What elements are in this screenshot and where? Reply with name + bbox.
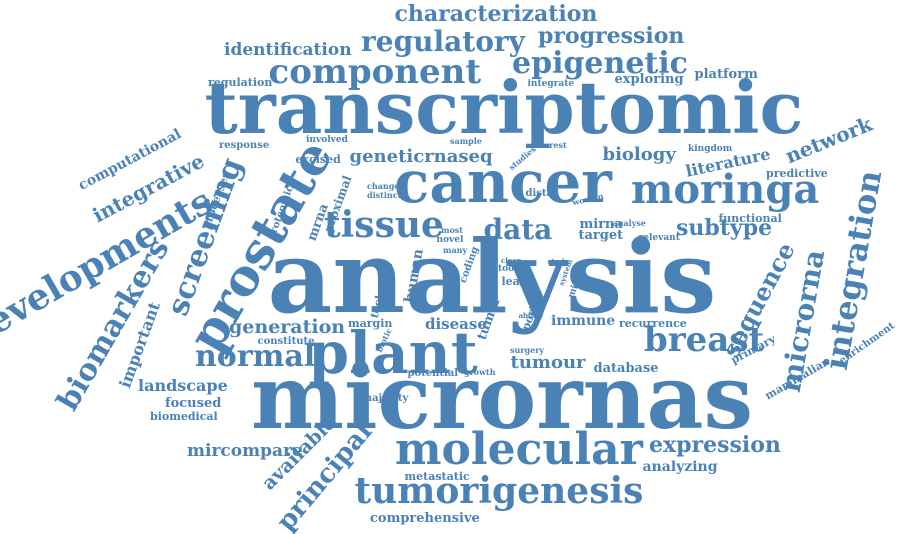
word-distal: distal bbox=[525, 188, 557, 199]
word-disease: disease bbox=[425, 314, 487, 333]
word-tumorigenesis: tumorigenesis bbox=[354, 470, 644, 512]
word-plant: plant bbox=[308, 319, 478, 387]
word-platform: platform bbox=[694, 66, 758, 82]
word-response: response bbox=[219, 140, 270, 151]
word-expression: expression bbox=[649, 432, 781, 458]
word-comprehensive: comprehensive bbox=[370, 510, 480, 526]
word-identification: identification bbox=[224, 39, 352, 60]
word-growth: growth bbox=[464, 367, 496, 377]
word-constitute: constitute bbox=[257, 336, 315, 347]
word-potential: potential bbox=[407, 368, 459, 379]
word-mircompare: mircompare bbox=[187, 440, 303, 461]
word-surgery: surgery bbox=[510, 345, 545, 355]
word-normal: normal bbox=[195, 339, 316, 374]
word-epigenetic: epigenetic bbox=[512, 46, 688, 81]
word-cancer: cancer bbox=[394, 148, 612, 216]
word-progression: progression bbox=[538, 23, 685, 49]
word-leaf: leaf bbox=[501, 274, 525, 288]
word-kingdom: kingdom bbox=[688, 143, 733, 154]
word-predictive: predictive bbox=[766, 166, 828, 180]
word-focused: focused bbox=[165, 395, 222, 411]
word-mirna: mirna bbox=[579, 216, 623, 232]
word-micrornas: micrornas bbox=[251, 345, 754, 449]
word-novel: novel bbox=[436, 234, 464, 245]
word-biomedical: biomedical bbox=[150, 409, 218, 423]
word-generation: generation bbox=[229, 315, 346, 338]
word-component: component bbox=[268, 52, 482, 92]
word-interest: interest bbox=[531, 140, 567, 150]
word-biology: biology bbox=[602, 144, 676, 165]
word-change: change bbox=[367, 181, 400, 191]
word-functional: functional bbox=[718, 211, 782, 225]
word-tool: tool bbox=[498, 263, 518, 274]
word-regulation: regulation bbox=[208, 75, 273, 89]
word-target: target bbox=[578, 227, 624, 243]
word-data: data bbox=[483, 213, 553, 246]
word-recurrence: recurrence bbox=[619, 316, 687, 330]
word-immune: immune bbox=[551, 313, 616, 329]
word-geneticrnaseq: geneticrnaseq bbox=[349, 146, 493, 167]
word-characterization: characterization bbox=[394, 1, 598, 27]
word-most: most bbox=[441, 225, 463, 235]
word-excised: excised bbox=[295, 152, 341, 166]
word-moringa: moringa bbox=[631, 166, 820, 213]
word-ability: ability bbox=[518, 310, 544, 320]
word-relevant: relevant bbox=[638, 232, 680, 243]
word-clear: clear bbox=[501, 255, 521, 265]
word-study: study bbox=[547, 256, 569, 266]
word-margin: margin bbox=[348, 316, 393, 330]
word-subtype: subtype bbox=[676, 215, 773, 241]
word-sample: sample bbox=[450, 136, 482, 146]
word-analysis: analysis bbox=[267, 218, 717, 336]
word-tissue: tissue bbox=[324, 204, 444, 246]
word-involved: involved bbox=[306, 134, 348, 145]
word-breast: breast bbox=[644, 320, 765, 360]
word-distinct: distinct bbox=[367, 190, 402, 200]
word-transcriptomic: transcriptomic bbox=[204, 65, 804, 150]
word-integrate: integrate bbox=[527, 78, 575, 89]
word-majority: majority bbox=[361, 393, 409, 404]
word-landscape: landscape bbox=[138, 376, 228, 395]
word-molecular: molecular bbox=[395, 424, 643, 475]
word-database: database bbox=[593, 360, 659, 376]
word-exploring: exploring bbox=[614, 71, 684, 87]
word-many: many bbox=[443, 245, 468, 255]
word-tumour: tumour bbox=[510, 352, 586, 373]
word-metastatic: metastatic bbox=[404, 469, 470, 483]
word-regulatory: regulatory bbox=[361, 25, 525, 58]
word-analyse: analyse bbox=[612, 218, 646, 228]
word-analyzing: analyzing bbox=[642, 459, 718, 475]
